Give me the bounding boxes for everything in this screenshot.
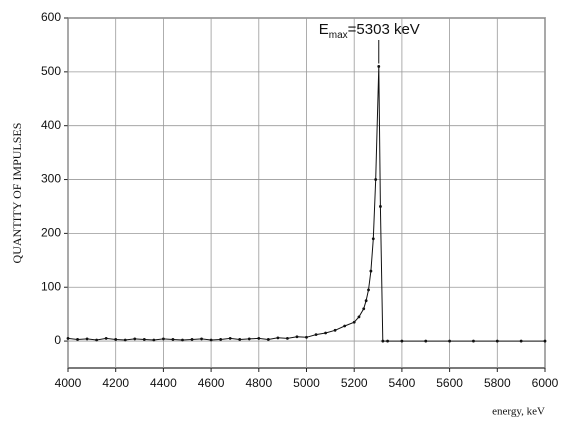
data-point bbox=[367, 288, 370, 292]
data-point bbox=[142, 338, 146, 341]
data-point bbox=[66, 336, 70, 340]
data-point bbox=[200, 337, 203, 341]
data-point bbox=[181, 338, 184, 342]
data-point bbox=[152, 338, 156, 342]
x-tick-label: 5600 bbox=[436, 376, 463, 390]
data-point bbox=[333, 328, 337, 332]
data-point bbox=[369, 269, 373, 273]
data-point bbox=[305, 335, 308, 339]
data-point bbox=[381, 339, 385, 343]
data-point bbox=[374, 178, 378, 181]
data-point bbox=[85, 337, 89, 341]
data-point bbox=[104, 336, 108, 340]
data-point bbox=[286, 336, 289, 340]
data-point bbox=[324, 331, 327, 335]
data-point bbox=[295, 335, 299, 339]
data-point bbox=[400, 339, 404, 343]
x-tick-label: 4000 bbox=[55, 376, 82, 390]
data-point bbox=[314, 333, 318, 337]
data-point bbox=[519, 339, 523, 343]
y-axis-label: QUANTITY OF IMPULSES bbox=[10, 123, 24, 264]
data-point bbox=[495, 339, 499, 343]
data-point bbox=[357, 315, 361, 319]
annotation: Emax=5303 keV bbox=[319, 21, 420, 41]
data-point bbox=[343, 324, 347, 328]
data-point bbox=[386, 339, 389, 343]
data-point bbox=[209, 338, 213, 342]
data-point bbox=[219, 338, 223, 341]
x-tick-label: 5800 bbox=[484, 376, 511, 390]
data-point bbox=[190, 338, 194, 341]
y-tick-label: 300 bbox=[41, 172, 61, 186]
data-point bbox=[371, 237, 375, 241]
data-point bbox=[247, 337, 251, 341]
y-tick-label: 0 bbox=[54, 333, 61, 347]
x-tick-label: 5200 bbox=[341, 376, 368, 390]
x-tick-label: 4800 bbox=[245, 376, 272, 390]
data-point bbox=[276, 336, 280, 340]
data-point bbox=[238, 338, 242, 341]
data-point bbox=[114, 338, 118, 341]
data-point bbox=[228, 336, 232, 340]
data-point bbox=[352, 320, 356, 324]
x-tick-label: 5000 bbox=[293, 376, 320, 390]
data-point bbox=[472, 339, 475, 343]
x-tick-label: 4400 bbox=[150, 376, 177, 390]
x-tick-label: 5400 bbox=[389, 376, 416, 390]
x-axis-label: energy, keV bbox=[492, 406, 545, 418]
y-tick-label: 400 bbox=[41, 118, 61, 132]
y-tick-label: 100 bbox=[41, 279, 61, 293]
data-point bbox=[543, 339, 547, 343]
data-point bbox=[257, 336, 261, 340]
data-point bbox=[364, 299, 368, 303]
data-point bbox=[95, 338, 99, 342]
data-point bbox=[377, 65, 381, 68]
data-point bbox=[362, 307, 366, 311]
x-tick-label: 6000 bbox=[532, 376, 559, 390]
data-point bbox=[266, 338, 270, 341]
data-point bbox=[448, 339, 451, 343]
annotation-main: E bbox=[319, 21, 329, 38]
data-point bbox=[424, 339, 428, 343]
data-point bbox=[379, 205, 382, 208]
data-point bbox=[171, 338, 175, 341]
y-tick-label: 200 bbox=[41, 226, 61, 240]
annotation-rest: =5303 keV bbox=[348, 21, 420, 38]
annotation-sub: max bbox=[329, 30, 348, 41]
data-point bbox=[162, 337, 165, 341]
x-tick-label: 4600 bbox=[198, 376, 225, 390]
y-tick-label: 500 bbox=[41, 64, 61, 78]
data-point bbox=[76, 338, 79, 341]
y-tick-label: 600 bbox=[41, 10, 61, 24]
data-point bbox=[133, 337, 137, 341]
data-point bbox=[123, 338, 127, 342]
x-tick-label: 4200 bbox=[102, 376, 129, 390]
